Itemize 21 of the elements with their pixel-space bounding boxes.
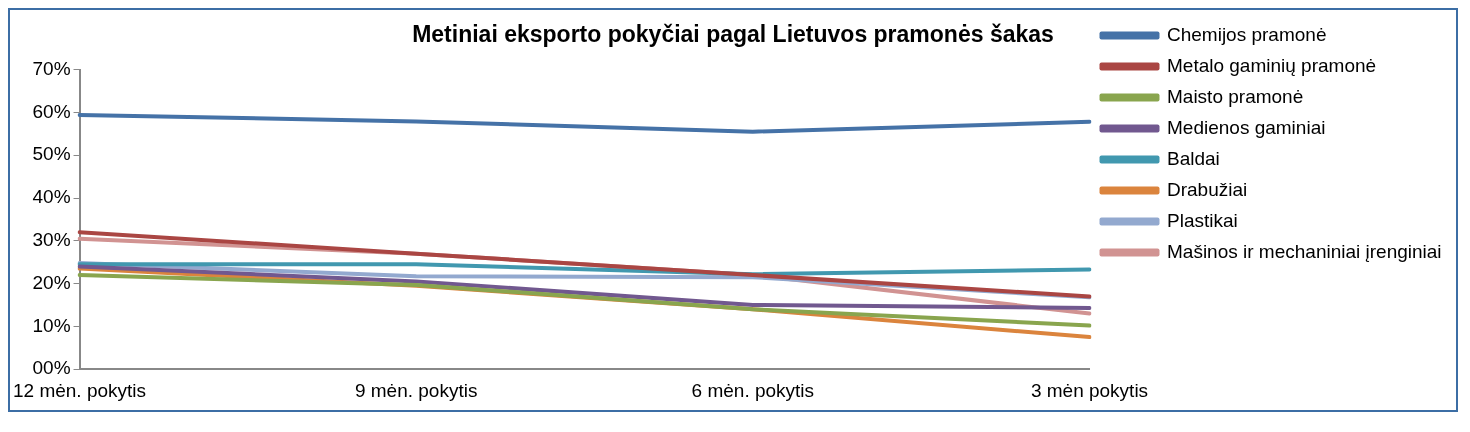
legend-label: Mašinos ir mechaniniai įrenginiai	[1167, 240, 1442, 262]
legend-label: Medienos gaminiai	[1167, 116, 1326, 138]
legend-label: Baldai	[1167, 147, 1220, 169]
legend-label: Drabužiai	[1167, 178, 1248, 200]
y-tick-label: 30%	[32, 229, 71, 251]
y-tick-label: 40%	[32, 186, 71, 208]
y-tick-label: 10%	[32, 314, 71, 336]
x-tick-label: 3 mėn pokytis	[1030, 379, 1149, 401]
y-tick-label: 20%	[32, 271, 71, 293]
legend-label: Maisto pramonė	[1167, 85, 1304, 107]
x-tick-label: 9 mėn. pokytis	[354, 379, 478, 401]
chart-title: Metiniai eksporto pokyčiai pagal Lietuvos pramonės šakas	[412, 21, 1054, 48]
x-tick-label: 12 mėn. pokytis	[12, 379, 147, 401]
y-tick-label: 60%	[32, 100, 71, 122]
y-tick-label: 50%	[32, 143, 71, 165]
legend-label: Chemijos pramonė	[1167, 23, 1327, 45]
legend-label: Metalo gaminių pramonė	[1167, 54, 1377, 76]
y-tick-label: 70%	[32, 57, 71, 79]
legend-label: Plastikai	[1167, 209, 1238, 231]
y-tick-label: 00%	[32, 357, 71, 379]
x-tick-label: 6 mėn. pokytis	[691, 379, 815, 401]
